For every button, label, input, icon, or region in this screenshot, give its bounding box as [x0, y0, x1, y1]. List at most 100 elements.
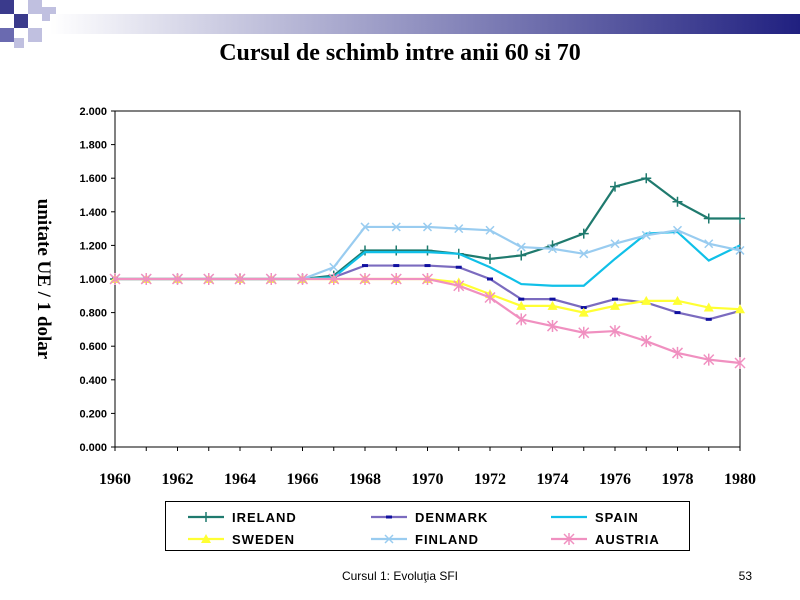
data-point-austria: [640, 335, 652, 348]
data-point-austria: [359, 273, 371, 285]
y-tick-label: 0.200: [79, 408, 107, 420]
legend-item-denmark: DENMARK: [371, 507, 488, 527]
data-point-finland: [360, 222, 370, 232]
data-point-denmark: [674, 311, 681, 315]
data-point-sweden: [547, 300, 558, 310]
legend-label: FINLAND: [415, 531, 480, 547]
data-point-finland: [454, 224, 464, 234]
series-ireland: [110, 173, 745, 284]
data-point-austria: [734, 357, 746, 369]
y-tick-label: 2.000: [79, 106, 107, 118]
data-point-austria: [390, 273, 402, 285]
series-line-ireland: [115, 176, 740, 281]
legend-item-spain: SPAIN: [551, 507, 639, 527]
data-point-finland: [704, 239, 714, 249]
y-tick-label: 0.800: [79, 308, 107, 320]
x-tick-label: 1962: [162, 471, 194, 488]
x-tick-label: 1964: [224, 471, 256, 488]
y-axis-label: unitate UE / 1 dolar: [33, 199, 54, 360]
data-point-finland: [610, 239, 620, 249]
data-point-finland: [672, 225, 683, 235]
legend-swatch-marker: [201, 512, 211, 522]
data-point-denmark: [518, 297, 525, 301]
legend-label: IRELAND: [232, 509, 297, 525]
data-point-finland: [516, 242, 526, 252]
data-point-finland: [422, 222, 433, 232]
legend-swatch-denmark: [371, 515, 407, 519]
data-point-ireland: [578, 228, 589, 239]
data-point-sweden: [610, 300, 620, 310]
data-point-finland: [329, 262, 339, 272]
legend-label: DENMARK: [415, 509, 489, 525]
data-point-austria: [265, 273, 277, 285]
legend-swatch-marker: [563, 533, 575, 545]
data-point-denmark: [455, 265, 462, 269]
legend-swatch-finland: [371, 534, 407, 544]
data-point-sweden: [735, 304, 745, 314]
data-point-austria: [171, 273, 184, 285]
series-austria: [109, 273, 746, 369]
data-point-denmark: [393, 264, 400, 268]
data-point-ireland: [610, 181, 620, 192]
data-point-austria: [140, 273, 152, 285]
data-point-ireland: [672, 196, 683, 207]
data-point-ireland: [641, 173, 652, 184]
data-point-austria: [328, 273, 340, 285]
y-tick-label: 0.600: [79, 341, 107, 353]
data-point-ireland: [516, 250, 527, 261]
data-point-austria: [546, 320, 559, 333]
x-tick-label: 1972: [474, 471, 506, 488]
legend-item-austria: AUSTRIA: [551, 529, 660, 549]
data-point-austria: [609, 325, 621, 338]
legend-swatch-marker: [201, 534, 211, 543]
x-tick-label: 1970: [412, 471, 444, 488]
y-tick-label: 1.800: [79, 140, 107, 152]
data-point-sweden: [641, 295, 652, 305]
legend-swatch-ireland: [188, 512, 224, 522]
data-point-sweden: [578, 307, 589, 317]
data-point-austria: [484, 291, 496, 304]
data-point-sweden: [672, 295, 683, 305]
data-point-ireland: [360, 245, 370, 256]
series-line-austria: [115, 277, 741, 365]
page-number: 53: [738, 569, 752, 583]
data-point-austria: [296, 273, 309, 285]
data-point-denmark: [705, 317, 712, 321]
data-point-austria: [515, 313, 527, 326]
data-point-denmark: [580, 306, 587, 310]
y-tick-label: 1.200: [79, 240, 107, 252]
legend-swatch-marker: [386, 515, 392, 519]
y-tick-label: 1.000: [79, 274, 107, 286]
data-point-austria: [203, 273, 215, 285]
data-point-ireland: [735, 213, 745, 224]
data-point-finland: [547, 244, 558, 254]
legend-item-finland: FINLAND: [371, 529, 479, 549]
y-tick-label: 1.600: [79, 173, 107, 185]
chart-legend: IRELAND DENMARK SPAIN SWEDEN FINLAND AUSTRIA: [165, 501, 690, 551]
data-point-austria: [703, 353, 715, 366]
data-point-ireland: [703, 213, 714, 224]
legend-swatch-austria: [551, 533, 587, 545]
legend-swatch-spain: [551, 515, 587, 519]
data-point-denmark: [487, 277, 493, 281]
x-tick-label: 1968: [349, 471, 381, 488]
x-tick-label: 1960: [99, 471, 131, 488]
data-point-austria: [578, 326, 590, 339]
legend-swatch-sweden: [188, 534, 224, 543]
data-point-denmark: [549, 297, 556, 301]
legend-label: AUSTRIA: [595, 531, 660, 547]
data-point-sweden: [703, 302, 714, 312]
x-tick-label: 1966: [287, 471, 319, 488]
y-tick-label: 0.000: [79, 442, 107, 454]
x-tick-label: 1976: [599, 471, 631, 488]
data-point-finland: [391, 222, 401, 232]
legend-swatch-marker: [384, 534, 394, 544]
y-tick-label: 0.400: [79, 375, 107, 387]
data-point-ireland: [485, 253, 495, 264]
slide-title: Cursul de schimb intre anii 60 si 70: [219, 40, 581, 66]
data-point-ireland: [391, 245, 402, 256]
slide-footer: Cursul 1: Evoluţia SFI: [341, 569, 459, 583]
data-point-denmark: [424, 264, 431, 268]
data-point-denmark: [612, 297, 618, 301]
data-point-finland: [641, 230, 651, 240]
